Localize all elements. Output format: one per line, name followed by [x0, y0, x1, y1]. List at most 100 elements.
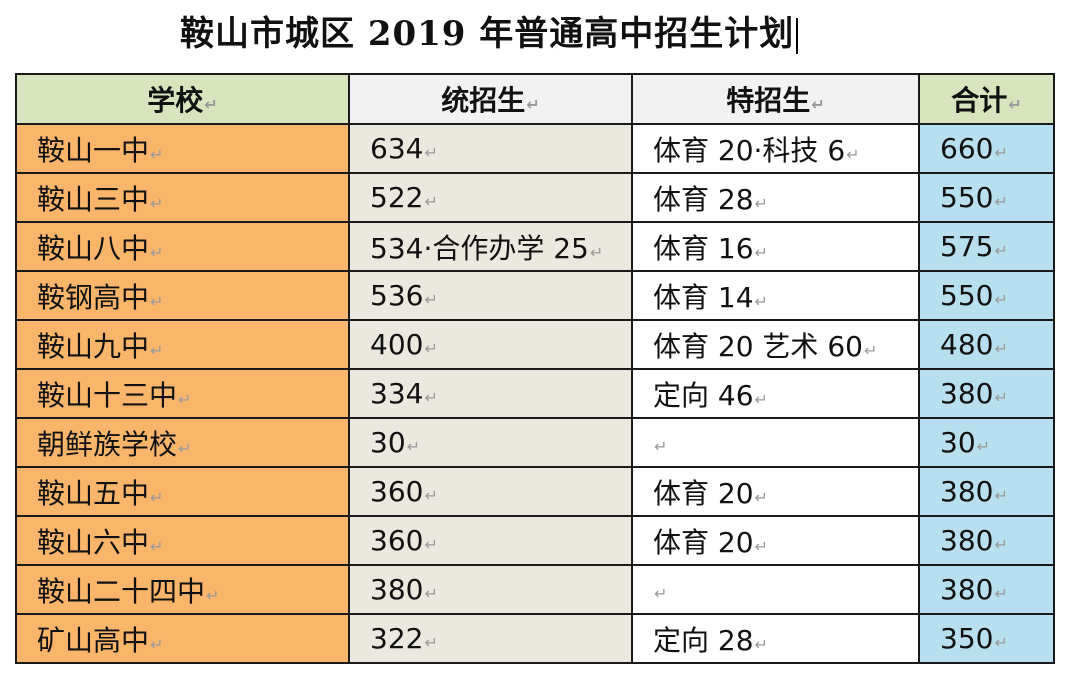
cell-special-enrollment-value: 体育 28	[653, 182, 754, 216]
cell-school: 鞍山六中↵	[15, 515, 350, 566]
paragraph-mark: ↵	[994, 584, 1008, 603]
cell-general-enrollment: 30↵	[348, 417, 633, 468]
cell-general-enrollment: 334↵	[348, 368, 633, 419]
cell-special-enrollment-value: 定向 28	[653, 623, 754, 657]
table-row: 鞍山八中↵ 534·合作办学 25↵ 体育 16↵ 575↵	[15, 221, 1055, 272]
paragraph-mark: ↵	[654, 437, 668, 456]
paragraph-mark: ↵	[846, 144, 860, 164]
paragraph-mark: ↵	[150, 536, 164, 556]
cell-total-value: 30	[940, 426, 976, 459]
cell-total: 550↵	[918, 270, 1055, 321]
table-row: 朝鲜族学校↵ 30↵ ↵ 30↵	[15, 417, 1055, 468]
table-row: 鞍钢高中↵ 536↵ 体育 14↵ 550↵	[15, 270, 1055, 321]
paragraph-mark: ↵	[754, 291, 768, 311]
cell-school-value: 鞍钢高中	[37, 280, 150, 314]
paragraph-mark: ↵	[994, 388, 1008, 407]
cell-general-enrollment-value: 322	[370, 622, 424, 655]
cell-special-enrollment: 体育 14↵	[631, 270, 920, 321]
cell-school-value: 鞍山九中	[37, 329, 150, 363]
page-title: 鞍山市城区 2019 年普通高中招生计划	[180, 6, 799, 55]
cell-school: 鞍山五中↵	[15, 466, 350, 517]
paragraph-mark: ↵	[206, 585, 220, 605]
paragraph-mark: ↵	[424, 192, 438, 211]
cell-total: 380↵	[918, 564, 1055, 615]
cell-special-enrollment-value: 体育 16	[653, 231, 754, 265]
table-row: 鞍山五中↵ 360↵ 体育 20↵ 380↵	[15, 466, 1055, 517]
cell-school-value: 鞍山六中	[37, 525, 150, 559]
cell-general-enrollment: 360↵	[348, 515, 633, 566]
cell-total: 380↵	[918, 466, 1055, 517]
cell-school: 鞍山一中↵	[15, 123, 350, 174]
cell-special-enrollment: 定向 28↵	[631, 613, 920, 664]
paragraph-mark: ↵	[994, 290, 1008, 309]
paragraph-mark: ↵	[994, 633, 1008, 652]
cell-general-enrollment-value: 522	[370, 181, 424, 214]
cell-special-enrollment-value: 体育 14	[653, 280, 754, 314]
cell-general-enrollment: 634↵	[348, 123, 633, 174]
paragraph-mark: ↵	[754, 242, 768, 262]
cell-special-enrollment-value: 体育 20	[653, 476, 754, 510]
cell-special-enrollment: 体育 20↵	[631, 515, 920, 566]
paragraph-mark: ↵	[150, 291, 164, 311]
header-school: 学校↵	[15, 73, 350, 125]
cell-special-enrollment: 定向 46↵	[631, 368, 920, 419]
table-row: 鞍山九中↵ 400↵ 体育 20 艺术 60↵ 480↵	[15, 319, 1055, 370]
cell-general-enrollment-value: 334	[370, 377, 424, 410]
text-cursor	[796, 18, 799, 54]
paragraph-mark: ↵	[406, 437, 421, 456]
paragraph-mark: ↵	[976, 437, 991, 456]
paragraph-mark: ↵	[178, 389, 192, 409]
paragraph-mark: ↵	[994, 241, 1008, 260]
table-row: 鞍山一中↵ 634↵ 体育 20·科技 6↵ 660↵	[15, 123, 1055, 174]
cell-special-enrollment: 体育 16↵	[631, 221, 920, 272]
cell-special-enrollment-value: 体育 20	[653, 525, 754, 559]
cell-general-enrollment-value: 360	[370, 524, 424, 557]
cell-general-enrollment-value: 534·合作办学 25	[370, 231, 589, 265]
paragraph-mark: ↵	[994, 339, 1008, 358]
table-row: 鞍山十三中↵ 334↵ 定向 46↵ 380↵	[15, 368, 1055, 419]
cell-general-enrollment-value: 634	[370, 132, 424, 165]
paragraph-mark: ↵	[589, 242, 604, 262]
cell-general-enrollment-value: 360	[370, 475, 424, 508]
page-title-text: 鞍山市城区 2019 年普通高中招生计划	[180, 14, 795, 54]
paragraph-mark: ↵	[424, 584, 438, 603]
cell-special-enrollment: ↵	[631, 417, 920, 468]
cell-general-enrollment-value: 380	[370, 573, 424, 606]
paragraph-mark: ↵	[754, 634, 768, 654]
cell-school-value: 鞍山五中	[37, 476, 150, 510]
cell-school: 鞍山九中↵	[15, 319, 350, 370]
cell-total: 380↵	[918, 368, 1055, 419]
cell-total: 480↵	[918, 319, 1055, 370]
cell-total-value: 480	[940, 328, 994, 361]
cell-total: 380↵	[918, 515, 1055, 566]
table-header: 学校↵ 统招生↵ 特招生↵ 合计↵	[15, 73, 1055, 125]
cell-school: 鞍山八中↵	[15, 221, 350, 272]
cell-school: 鞍山三中↵	[15, 172, 350, 223]
paragraph-mark: ↵	[863, 340, 878, 360]
paragraph-mark: ↵	[754, 487, 768, 507]
header-row: 学校↵ 统招生↵ 特招生↵ 合计↵	[15, 73, 1055, 125]
paragraph-mark: ↵	[424, 633, 438, 652]
table-row: 鞍山三中↵ 522↵ 体育 28↵ 550↵	[15, 172, 1055, 223]
paragraph-mark: ↵	[150, 340, 164, 360]
cell-total: 660↵	[918, 123, 1055, 174]
cell-special-enrollment: 体育 20·科技 6↵	[631, 123, 920, 174]
cell-total-value: 550	[940, 279, 994, 312]
table-row: 鞍山六中↵ 360↵ 体育 20↵ 380↵	[15, 515, 1055, 566]
cell-school-value: 朝鲜族学校	[37, 427, 178, 461]
cell-special-enrollment: ↵	[631, 564, 920, 615]
cell-special-enrollment-value: 定向 46	[653, 378, 754, 412]
table-row: 鞍山二十四中↵ 380↵ ↵ 380↵	[15, 564, 1055, 615]
cell-school: 鞍山二十四中↵	[15, 564, 350, 615]
cell-total-value: 380	[940, 475, 994, 508]
paragraph-mark: ↵	[424, 486, 438, 505]
header-general-enrollment: 统招生↵	[348, 73, 633, 125]
cell-total: 30↵	[918, 417, 1055, 468]
paragraph-mark: ↵	[150, 193, 164, 213]
cell-total-value: 660	[940, 132, 994, 165]
cell-general-enrollment: 536↵	[348, 270, 633, 321]
cell-general-enrollment: 360↵	[348, 466, 633, 517]
paragraph-mark: ↵	[150, 242, 164, 262]
cell-general-enrollment: 400↵	[348, 319, 633, 370]
paragraph-mark: ↵	[994, 486, 1008, 505]
